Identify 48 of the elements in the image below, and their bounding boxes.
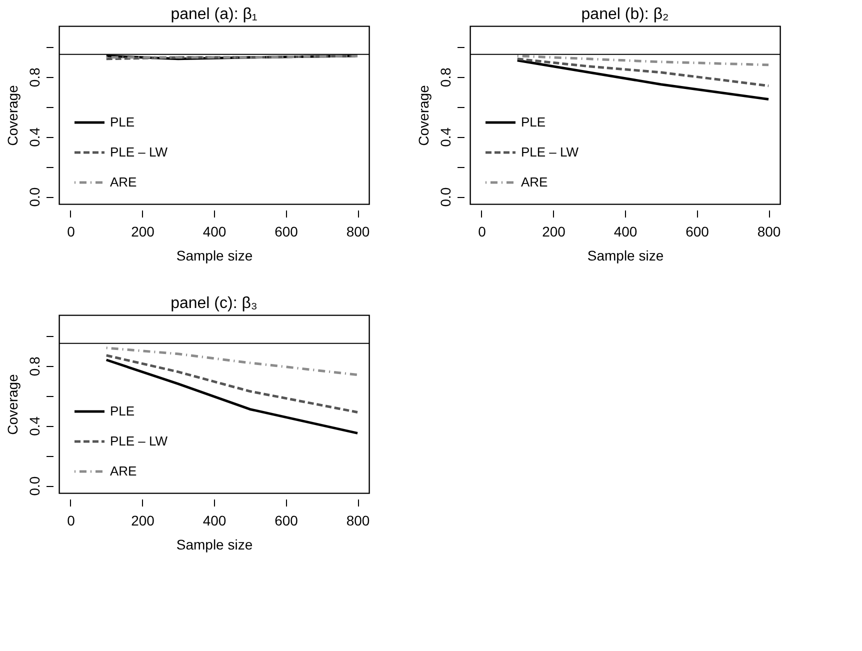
line-series: [516, 59, 770, 101]
x-tick-label: 0: [67, 224, 76, 240]
legend-label: PLE – LW: [110, 144, 168, 160]
x-tick-label: 200: [131, 512, 155, 528]
line-series: [516, 54, 770, 66]
y-axis-title: Coverage: [416, 84, 432, 146]
chart-title: panel (a): β₁: [170, 6, 258, 23]
y-tick-label: 0.0: [26, 187, 42, 207]
line-series: [105, 346, 359, 376]
y-tick-label: 0.8: [438, 67, 454, 88]
x-tick-label: 800: [346, 512, 370, 528]
x-tick-label: 600: [274, 512, 298, 528]
legend-label: ARE: [110, 464, 138, 478]
line-series: [105, 354, 359, 414]
legend-label: PLE: [521, 114, 546, 130]
y-tick-label: 0.4: [26, 416, 42, 436]
x-axis-title: Sample size: [176, 248, 253, 264]
y-tick-label: 0.0: [26, 476, 42, 496]
y-tick-label: 0.4: [438, 127, 454, 147]
line-series: [105, 358, 359, 434]
x-tick-label: 600: [686, 224, 710, 240]
x-tick-label: 0: [67, 512, 76, 528]
x-tick-label: 400: [614, 224, 638, 240]
y-axis-title: Coverage: [4, 84, 20, 146]
y-tick-label: 0.8: [26, 67, 42, 88]
chart-title: panel (c): β₃: [170, 295, 258, 312]
y-axis-title: Coverage: [4, 374, 20, 435]
x-tick-label: 200: [131, 224, 155, 240]
y-tick-label: 0.4: [26, 127, 42, 147]
x-tick-label: 800: [757, 224, 781, 240]
x-tick-label: 800: [346, 224, 370, 240]
legend-label: PLE – LW: [521, 144, 580, 160]
x-tick-label: 200: [542, 224, 566, 240]
legend-label: ARE: [110, 174, 138, 190]
y-tick-label: 0.0: [438, 187, 454, 207]
x-tick-label: 400: [202, 224, 226, 240]
x-tick-label: 600: [274, 224, 298, 240]
x-tick-label: 400: [202, 512, 226, 528]
legend-label: PLE: [110, 404, 135, 418]
x-axis-title: Sample size: [176, 536, 253, 552]
x-tick-label: 0: [478, 224, 486, 240]
y-tick-label: 0.8: [26, 356, 42, 376]
chart-title: panel (b): β₂: [581, 6, 669, 23]
legend-label: ARE: [521, 174, 548, 190]
line-series: [516, 58, 770, 88]
legend-label: PLE: [110, 114, 135, 130]
x-axis-title: Sample size: [587, 248, 664, 264]
legend-label: PLE – LW: [110, 434, 168, 448]
